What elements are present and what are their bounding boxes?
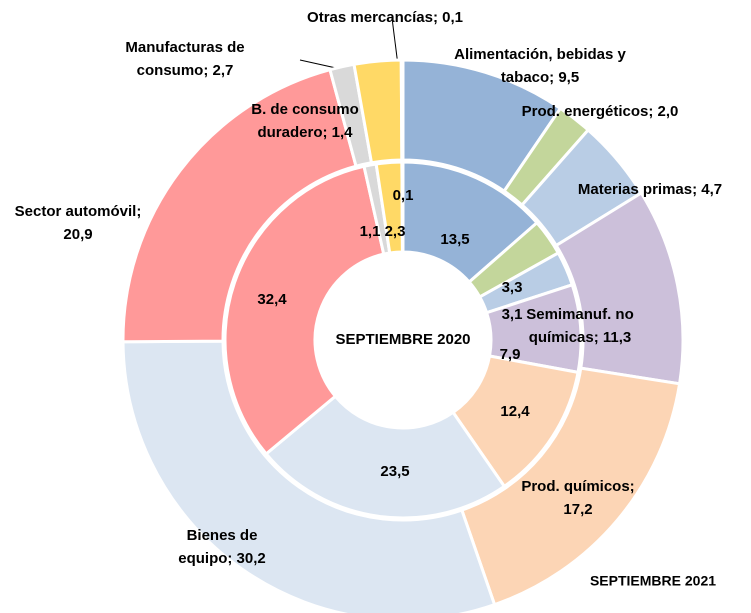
- value-label: 7,9: [500, 346, 521, 363]
- slice-label: Semimanuf. no químicas; 11,3: [526, 306, 634, 346]
- series-label: SEPTIEMBRE 2021: [590, 573, 716, 589]
- donut: [121, 58, 685, 613]
- slice-label: Otras mercancías; 0,1: [307, 9, 463, 26]
- value-label: 32,4: [257, 291, 287, 308]
- value-label: 12,4: [500, 403, 530, 420]
- slice-label: Prod. químicos; 17,2: [521, 478, 634, 518]
- slice: [121, 339, 497, 613]
- value-label: 1,1: [360, 223, 381, 240]
- slice-label: Manufacturas de consumo; 2,7: [125, 39, 244, 79]
- value-label: 0,1: [393, 187, 414, 204]
- slice-label: Sector automóvil; 20,9: [15, 203, 142, 243]
- slice-label: Alimentación, bebidas y tabaco; 9,5: [454, 46, 626, 86]
- value-label: 23,5: [380, 463, 409, 480]
- slice: [400, 160, 405, 254]
- value-label: 3,3: [502, 279, 523, 296]
- slice-label: Bienes de equipo; 30,2: [178, 527, 266, 567]
- slice-label: Materias primas; 4,7: [578, 181, 722, 198]
- slice: [121, 67, 358, 344]
- slice: [223, 164, 386, 456]
- value-label: 3,1: [502, 306, 523, 323]
- value-label: 13,5: [440, 231, 469, 248]
- slice: [264, 394, 507, 520]
- slice-label: Prod. energéticos; 2,0: [522, 103, 679, 120]
- series-label: SEPTIEMBRE 2020: [335, 331, 470, 348]
- slice: [399, 58, 405, 162]
- slice-label: B. de consumo duradero; 1,4: [251, 101, 359, 141]
- value-label: 2,3: [385, 223, 406, 240]
